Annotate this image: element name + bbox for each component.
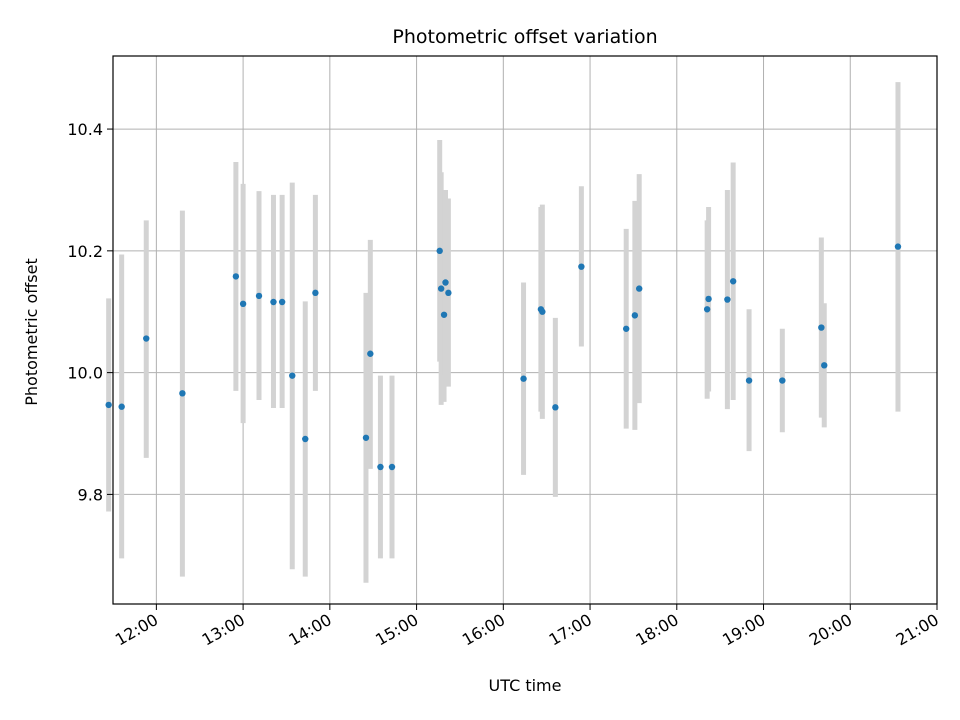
x-tick-label: 12:00 bbox=[112, 610, 161, 650]
data-point bbox=[278, 298, 286, 306]
data-point bbox=[552, 404, 559, 411]
data-point bbox=[437, 285, 445, 292]
plot-frame bbox=[112, 55, 938, 605]
x-tick-label: 17:00 bbox=[546, 610, 595, 650]
data-point bbox=[445, 289, 452, 297]
data-point bbox=[362, 434, 370, 441]
data-point bbox=[705, 295, 712, 303]
y-tick-label: 9.8 bbox=[78, 485, 103, 504]
data-point bbox=[436, 247, 443, 255]
x-tick-label: 21:00 bbox=[893, 610, 942, 650]
x-axis-ticks: 12:00 13:00 14:00 15:00 16:00 17:00 18:00 19:00… bbox=[112, 604, 942, 650]
data-point bbox=[302, 435, 309, 443]
data-point bbox=[289, 372, 296, 379]
x-axis-label: UTC time bbox=[489, 676, 562, 695]
x-tick-label: 14:00 bbox=[285, 610, 334, 650]
x-tick-label: 13:00 bbox=[199, 610, 248, 650]
data-point bbox=[232, 273, 240, 280]
data-point bbox=[729, 278, 737, 285]
x-tick-label: 19:00 bbox=[719, 610, 768, 650]
grid-lines bbox=[113, 56, 938, 604]
data-point bbox=[105, 401, 112, 409]
y-tick-label: 10.0 bbox=[67, 364, 103, 383]
data-point bbox=[442, 279, 449, 286]
data-point bbox=[143, 335, 150, 342]
x-tick-label: 16:00 bbox=[459, 610, 508, 650]
data-point bbox=[239, 300, 247, 308]
data-point bbox=[578, 263, 585, 270]
x-tick-label: 20:00 bbox=[806, 610, 855, 650]
data-point bbox=[539, 308, 546, 315]
data-point bbox=[703, 306, 711, 313]
data-point bbox=[779, 377, 786, 384]
data-point bbox=[377, 463, 384, 471]
y-tick-label: 10.4 bbox=[67, 120, 103, 139]
chart-title: Photometric offset variation bbox=[392, 26, 657, 48]
y-axis-ticks: 9.8 10.0 10.2 10.4 bbox=[67, 120, 113, 504]
y-axis-label: Photometric offset bbox=[22, 258, 41, 406]
x-tick-label: 18:00 bbox=[632, 610, 681, 650]
data-point bbox=[312, 289, 319, 297]
data-point bbox=[636, 285, 643, 292]
data-point bbox=[179, 390, 186, 397]
data-point bbox=[118, 403, 125, 410]
data-points bbox=[105, 243, 902, 471]
data-point bbox=[821, 362, 828, 369]
data-point bbox=[631, 312, 639, 319]
data-point bbox=[255, 292, 263, 300]
x-tick-label: 15:00 bbox=[372, 610, 421, 650]
data-point bbox=[724, 296, 731, 303]
data-point bbox=[745, 377, 753, 384]
data-point bbox=[440, 311, 448, 318]
y-tick-label: 10.2 bbox=[67, 242, 103, 261]
data-point bbox=[367, 350, 374, 357]
data-point bbox=[622, 325, 630, 332]
data-point bbox=[270, 298, 277, 306]
data-point bbox=[520, 375, 527, 382]
data-point bbox=[388, 463, 396, 471]
data-point bbox=[894, 243, 902, 250]
data-point bbox=[818, 324, 825, 331]
